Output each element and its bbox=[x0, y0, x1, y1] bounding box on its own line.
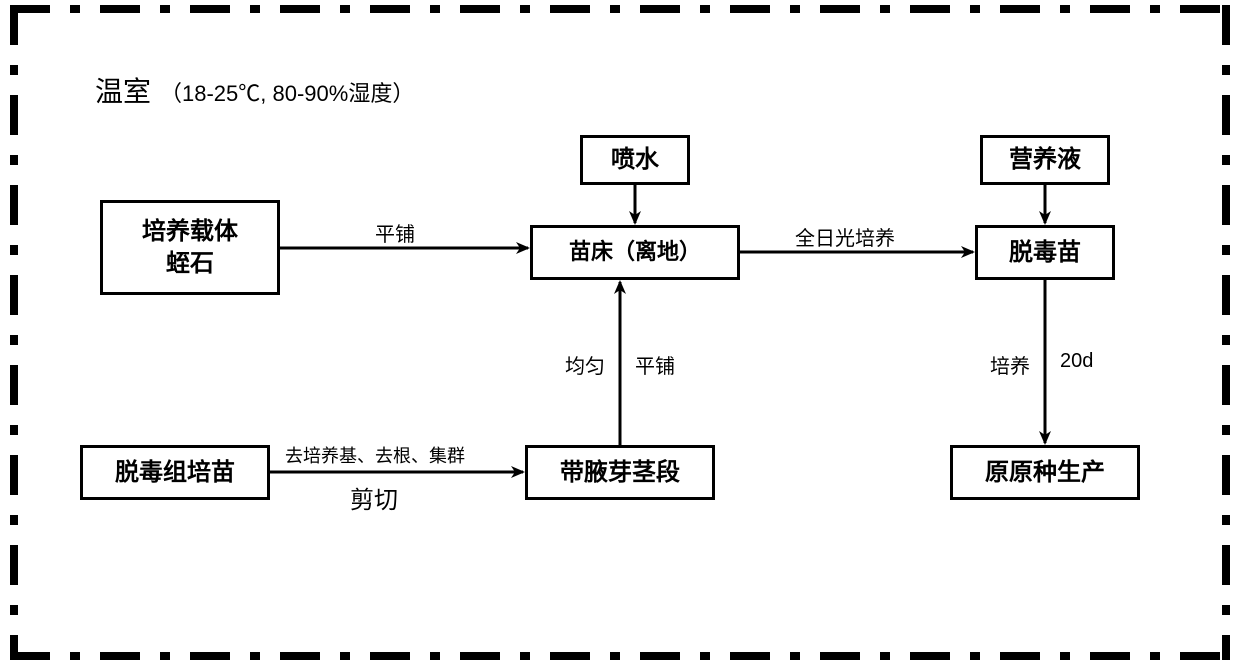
node-stem: 带腋芽茎段 bbox=[525, 445, 715, 500]
label-carrier-bed: 平铺 bbox=[375, 218, 415, 247]
node-carrier: 培养载体蛭石 bbox=[100, 200, 280, 295]
border-bottom bbox=[10, 652, 1230, 660]
node-detox: 脱毒苗 bbox=[975, 225, 1115, 280]
node-tissue: 脱毒组培苗 bbox=[80, 445, 270, 500]
title-main: 温室 bbox=[95, 70, 151, 110]
label-tissue-stem-top: 去培养基、去根、集群 bbox=[285, 442, 465, 468]
label-stem-bed-left: 均匀 bbox=[565, 350, 605, 379]
title-sub: （18-25℃, 80-90%湿度） bbox=[160, 76, 414, 108]
label-detox-stock-left: 培养 bbox=[990, 350, 1030, 379]
border-top bbox=[10, 5, 1230, 13]
node-nutrient: 营养液 bbox=[980, 135, 1110, 185]
node-spray: 喷水 bbox=[580, 135, 690, 185]
label-tissue-stem-bot: 剪切 bbox=[350, 480, 398, 515]
node-stock: 原原种生产 bbox=[950, 445, 1140, 500]
border-right bbox=[1222, 5, 1230, 660]
node-bed: 苗床（离地） bbox=[530, 225, 740, 280]
border-left bbox=[10, 5, 18, 660]
label-stem-bed-right: 平铺 bbox=[635, 350, 675, 379]
label-bed-detox: 全日光培养 bbox=[795, 222, 895, 251]
label-detox-stock-right: 20d bbox=[1060, 350, 1093, 373]
